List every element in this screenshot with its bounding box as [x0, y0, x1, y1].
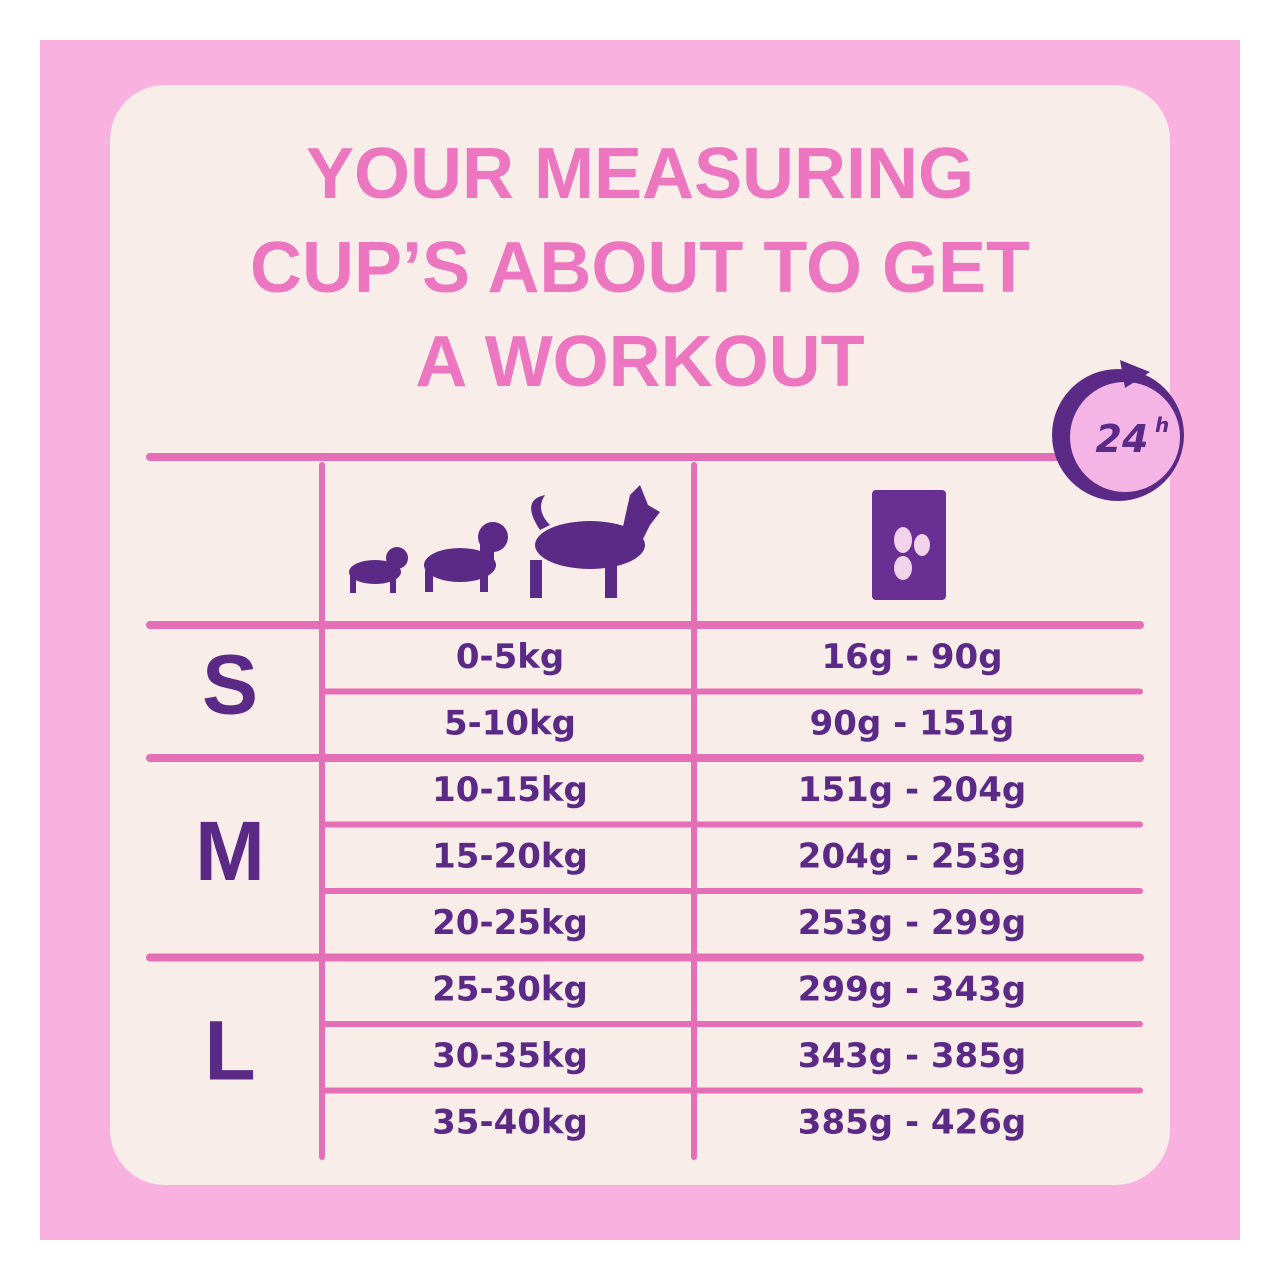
food-amount: 204g - 253g: [798, 836, 1026, 876]
size-label: S: [202, 638, 258, 732]
food-amount: 385g - 426g: [798, 1102, 1026, 1142]
weight-range: 15-20kg: [432, 836, 588, 876]
food-amount: 299g - 343g: [798, 969, 1026, 1009]
food-amount: 16g - 90g: [821, 637, 1002, 677]
weight-range: 5-10kg: [444, 703, 576, 743]
dog-icons: [349, 485, 660, 598]
weight-range: 30-35kg: [432, 1036, 588, 1076]
size-label: L: [204, 1003, 255, 1097]
badge-unit: h: [1155, 413, 1169, 437]
title-line: YOUR MEASURING: [306, 134, 974, 214]
weight-range: 10-15kg: [432, 770, 588, 810]
food-amount: 343g - 385g: [798, 1036, 1026, 1076]
title-line: CUP’S ABOUT TO GET: [250, 228, 1030, 308]
size-label: M: [195, 804, 265, 898]
food-amount: 253g - 299g: [798, 903, 1026, 943]
title-line: A WORKOUT: [415, 322, 864, 402]
food-amount: 90g - 151g: [810, 703, 1015, 743]
badge-number: 24: [1096, 417, 1149, 461]
24h-badge: 24 h: [1052, 360, 1184, 501]
weight-range: 25-30kg: [432, 969, 588, 1009]
food-bag-icon: [872, 490, 946, 600]
weight-range: 35-40kg: [432, 1102, 588, 1142]
food-amount: 151g - 204g: [798, 770, 1026, 810]
weight-range: 0-5kg: [456, 637, 564, 677]
weight-range: 20-25kg: [432, 903, 588, 943]
panel: [110, 85, 1170, 1185]
